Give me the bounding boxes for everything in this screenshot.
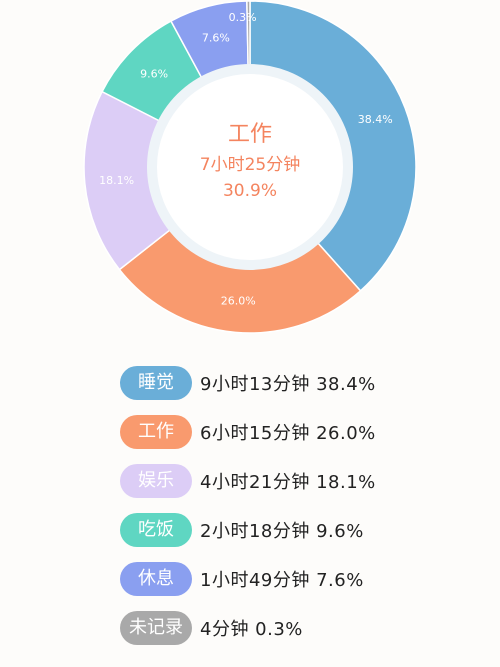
legend-row-rest: 休息 1小时49分钟 7.6% [120,554,460,603]
legend-row-eating: 吃饭 2小时18分钟 9.6% [120,505,460,554]
slice-label-eating: 9.6% [140,67,168,80]
legend-detail-sleep: 9小时13分钟 38.4% [200,373,376,395]
center-title: 工作 [227,122,272,147]
legend-row-entertainment: 娱乐 4小时21分钟 18.1% [120,456,460,505]
donut-chart: 38.4% 26.0% 18.1% 9.6% 7.6% 0.3% [83,0,417,334]
slice-label-sleep: 38.4% [358,113,393,126]
legend-pill-work: 工作 [120,414,192,449]
legend-pill-unrecorded: 未记录 [120,610,192,645]
legend-row-sleep: 睡觉 9小时13分钟 38.4% [120,358,460,407]
donut-inner-ring [147,64,353,270]
slice-label-entertainment: 18.1% [99,174,134,187]
center-duration: 7小时25分钟 [199,155,301,175]
legend-pill-rest: 休息 [120,561,192,596]
slice-label-rest: 7.6% [202,31,230,44]
legend-detail-rest: 1小时49分钟 7.6% [200,569,364,591]
center-summary: 工作 7小时25分钟 30.9% [150,118,350,204]
slice-label-work: 26.0% [221,294,256,307]
donut-chart-area: 38.4% 26.0% 18.1% 9.6% 7.6% 0.3% 工作 7小时25分钟 3… [83,0,417,334]
legend-detail-work: 6小时15分钟 26.0% [200,422,376,444]
legend-detail-entertainment: 4小时21分钟 18.1% [200,471,376,493]
legend-detail-unrecorded: 4分钟 0.3% [200,618,303,640]
legend-pill-eating: 吃饭 [120,512,192,547]
center-percent: 30.9% [222,181,277,201]
slice-label-unrecorded: 0.3% [229,11,257,24]
legend-detail-eating: 2小时18分钟 9.6% [200,520,364,542]
legend-pill-sleep: 睡觉 [120,365,192,400]
legend: 睡觉 9小时13分钟 38.4% 工作 6小时15分钟 26.0% 娱乐 4小时… [120,358,460,652]
legend-pill-entertainment: 娱乐 [120,463,192,498]
legend-row-unrecorded: 未记录 4分钟 0.3% [120,603,460,652]
legend-row-work: 工作 6小时15分钟 26.0% [120,407,460,456]
